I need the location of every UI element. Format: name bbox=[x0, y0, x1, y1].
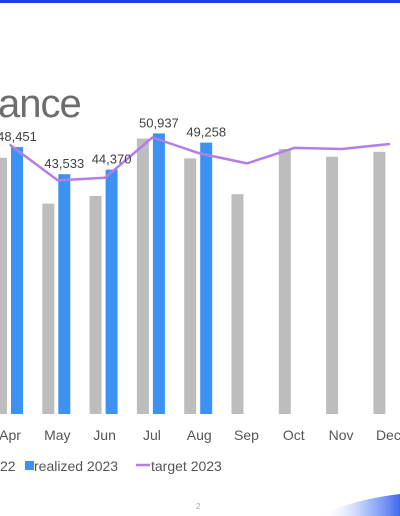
legend-label-realized: realized 2023 bbox=[34, 458, 118, 474]
data-label-realized-aug: 49,258 bbox=[186, 125, 226, 140]
bar-realized-may bbox=[58, 174, 71, 414]
bar-prior-year-jun bbox=[89, 195, 102, 414]
bar-prior-year-dec bbox=[373, 151, 386, 415]
bar-realized-jul bbox=[152, 133, 165, 414]
x-tick-apr: Apr bbox=[0, 427, 21, 443]
bar-prior-year-jul bbox=[136, 138, 149, 414]
bar-prior-year-aug bbox=[184, 158, 197, 414]
line-target-2023 bbox=[9, 136, 391, 182]
x-tick-oct: Oct bbox=[283, 427, 305, 443]
legend-label-target: target 2023 bbox=[151, 458, 222, 474]
bar-realized-apr bbox=[11, 147, 23, 414]
corner-swoosh-decoration bbox=[320, 494, 400, 516]
x-tick-dec: Dec bbox=[376, 427, 400, 443]
top-accent-bar bbox=[0, 0, 400, 3]
x-tick-may: May bbox=[44, 427, 70, 443]
bar-prior-year-apr bbox=[0, 157, 7, 415]
legend-swatch-realized bbox=[25, 461, 34, 470]
x-tick-sep: Sep bbox=[234, 427, 259, 443]
bar-prior-year-sep bbox=[231, 194, 244, 414]
data-label-realized-apr: 48,451 bbox=[0, 129, 37, 144]
slide-title: ance bbox=[0, 82, 82, 126]
x-tick-nov: Nov bbox=[329, 427, 354, 443]
bar-prior-year-nov bbox=[326, 156, 339, 414]
bar-realized-jun bbox=[105, 169, 118, 414]
x-tick-jul: Jul bbox=[143, 427, 161, 443]
bar-prior-year-oct bbox=[278, 149, 291, 414]
x-tick-aug: Aug bbox=[187, 427, 212, 443]
data-label-realized-jun: 44,370 bbox=[92, 152, 132, 167]
legend-label-prior-year: 22 bbox=[0, 458, 16, 474]
data-label-realized-may: 43,533 bbox=[44, 156, 84, 171]
bar-prior-year-may bbox=[42, 203, 55, 414]
x-tick-jun: Jun bbox=[93, 427, 116, 443]
page-number: 2 bbox=[196, 502, 201, 511]
data-label-realized-jul: 50,937 bbox=[139, 115, 179, 130]
bar-realized-aug bbox=[200, 142, 213, 414]
